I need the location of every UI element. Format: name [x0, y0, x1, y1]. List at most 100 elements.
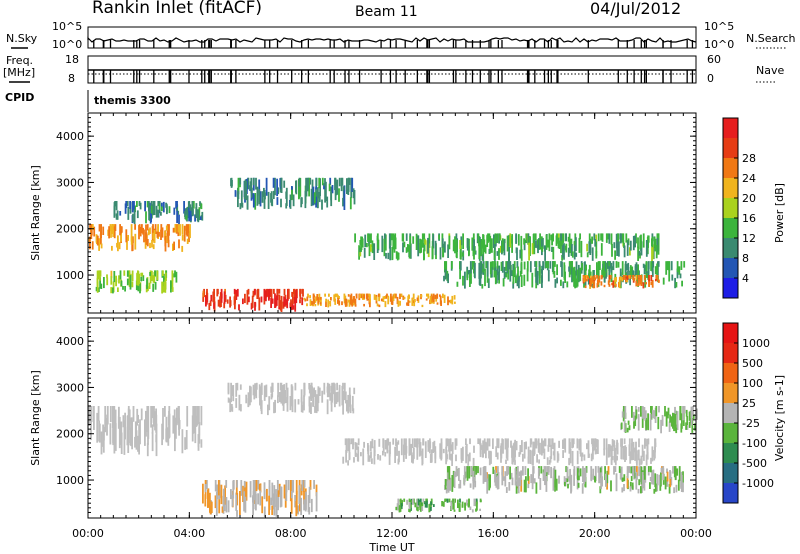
range-gate-cell	[563, 262, 566, 279]
range-gate-cell	[216, 484, 219, 500]
range-gate-cell	[623, 420, 626, 433]
range-gate-cell	[622, 409, 625, 422]
range-gate-cell	[202, 292, 205, 302]
range-gate-cell	[510, 270, 513, 277]
range-gate-cell	[631, 466, 634, 476]
range-gate-cell	[336, 293, 338, 297]
range-gate-cell	[468, 466, 471, 479]
range-gate-cell	[291, 399, 294, 413]
range-gate-cell	[448, 300, 451, 303]
range-gate-cell	[263, 385, 266, 401]
range-gate-cell	[321, 390, 324, 403]
range-gate-cell	[498, 233, 501, 241]
range-gate-cell	[464, 271, 466, 289]
range-gate-cell	[286, 397, 289, 412]
range-gate-cell	[633, 466, 635, 480]
range-gate-cell	[306, 303, 308, 307]
range-gate-cell	[488, 474, 491, 489]
range-gate-cell	[209, 505, 212, 515]
range-gate-cell	[136, 273, 138, 286]
range-gate-cell	[441, 501, 443, 507]
range-gate-cell	[102, 226, 105, 235]
range-gate-cell	[131, 281, 134, 288]
range-gate-cell	[586, 443, 588, 450]
range-gate-cell	[212, 291, 215, 303]
range-gate-cell	[436, 293, 439, 299]
range-gate-cell	[298, 177, 301, 187]
range-gate-cell	[306, 296, 309, 302]
range-gate-cell	[500, 449, 502, 456]
range-gate-cell	[613, 466, 615, 475]
range-gate-cell	[622, 406, 625, 414]
range-gate-cell	[106, 274, 108, 279]
range-gate-cell	[165, 202, 167, 208]
range-gate-cell	[373, 243, 376, 260]
range-gate-cell	[113, 271, 116, 283]
range-gate-cell	[654, 238, 657, 252]
range-gate-cell	[513, 261, 516, 277]
range-gate-cell	[616, 247, 618, 256]
range-gate-cell	[683, 261, 686, 268]
range-gate-cell	[512, 263, 515, 272]
range-gate-cell	[498, 248, 500, 253]
range-gate-cell	[459, 240, 462, 250]
range-gate-cell	[432, 504, 435, 507]
range-gate-cell	[100, 224, 102, 238]
range-gate-cell	[549, 261, 552, 269]
range-gate-cell	[333, 383, 336, 401]
range-gate-cell	[635, 441, 637, 453]
range-gate-cell	[289, 480, 292, 502]
range-gate-cell	[520, 470, 522, 480]
range-gate-cell	[624, 450, 626, 462]
range-gate-cell	[621, 277, 624, 282]
range-gate-cell	[313, 298, 315, 305]
range-gate-cell	[473, 243, 475, 251]
range-gate-cell	[431, 246, 434, 260]
range-gate-cell	[537, 438, 540, 453]
range-gate-cell	[591, 236, 593, 244]
range-gate-cell	[497, 271, 500, 281]
range-gate-cell	[639, 275, 642, 282]
range-gate-cell	[414, 502, 417, 508]
range-gate-cell	[460, 236, 463, 246]
range-gate-cell	[587, 440, 590, 458]
range-gate-cell	[146, 224, 149, 231]
range-gate-cell	[327, 299, 330, 308]
range-gate-cell	[442, 243, 445, 257]
range-gate-cell	[326, 196, 329, 208]
range-gate-cell	[258, 179, 261, 196]
range-gate-cell	[254, 288, 256, 295]
range-gate-cell	[595, 234, 598, 242]
range-gate-cell	[446, 438, 449, 447]
colorbar-swatch	[723, 443, 738, 463]
range-gate-cell	[652, 409, 654, 418]
range-gate-cell	[451, 453, 453, 460]
range-gate-cell	[487, 278, 490, 288]
range-gate-cell	[313, 295, 315, 298]
range-gate-cell	[332, 382, 335, 393]
range-gate-cell	[426, 293, 428, 297]
range-gate-cell	[167, 224, 170, 241]
range-gate-cell	[529, 261, 532, 273]
range-gate-cell	[571, 438, 573, 449]
range-gate-cell	[635, 409, 638, 419]
range-gate-cell	[376, 303, 379, 307]
range-gate-cell	[606, 470, 609, 484]
range-gate-cell	[604, 261, 607, 275]
range-gate-cell	[642, 282, 645, 289]
range-gate-cell	[532, 449, 534, 466]
range-gate-cell	[447, 273, 449, 284]
range-gate-cell	[416, 446, 419, 460]
range-gate-cell	[149, 242, 151, 249]
range-gate-cell	[115, 213, 118, 220]
range-gate-cell	[118, 242, 121, 250]
range-gate-cell	[135, 430, 138, 450]
range-gate-cell	[664, 406, 666, 417]
range-gate-cell	[164, 230, 166, 241]
range-gate-cell	[651, 446, 654, 462]
range-gate-cell	[416, 297, 419, 301]
range-gate-cell	[600, 275, 603, 280]
range-gate-cell	[151, 432, 154, 452]
range-gate-cell	[267, 289, 270, 297]
range-gate-cell	[656, 275, 659, 280]
